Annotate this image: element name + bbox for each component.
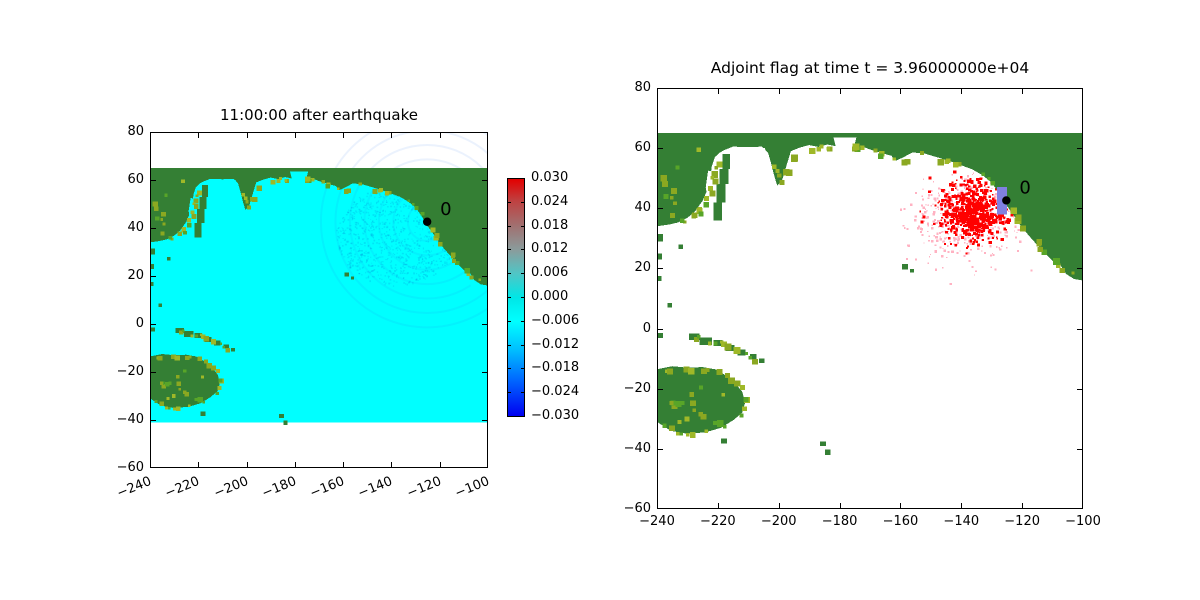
colorbar-tick-label: 0.000 bbox=[531, 289, 569, 304]
axes-frame bbox=[150, 132, 489, 469]
colorbar-tick bbox=[507, 226, 511, 227]
colorbar-tick bbox=[507, 273, 511, 274]
coast-speckles bbox=[152, 176, 482, 412]
left-plot-title: 11:00:00 after earthquake bbox=[220, 106, 418, 124]
colorbar-tick bbox=[521, 226, 525, 227]
y-tick-label: 60 bbox=[127, 172, 144, 187]
colorbar-tick-label: 0.030 bbox=[531, 170, 569, 185]
colorbar-tick bbox=[521, 249, 525, 250]
colorbar-tick bbox=[507, 345, 511, 346]
colorbar-tick bbox=[521, 416, 525, 417]
x-tick-label: −180 bbox=[821, 514, 858, 529]
y-tick-label: 0 bbox=[135, 316, 144, 331]
colorbar-tick-label: 0.018 bbox=[531, 217, 569, 233]
colorbar-tick bbox=[521, 368, 525, 369]
colorbar-tick bbox=[507, 178, 511, 179]
y-tick-label: 80 bbox=[127, 124, 144, 139]
colorbar-tick-label: 0.024 bbox=[531, 193, 569, 209]
colorbar-tick bbox=[507, 202, 511, 203]
colorbar-tick-label: −0.018 bbox=[531, 360, 580, 376]
colorbar-tick bbox=[521, 273, 525, 274]
colorbar-tick bbox=[507, 392, 511, 393]
y-tick-label: −60 bbox=[623, 501, 651, 516]
y-tick-label: 40 bbox=[634, 200, 651, 216]
y-tick-label: 0 bbox=[642, 320, 651, 336]
y-tick-label: 20 bbox=[127, 268, 144, 283]
colorbar-tick bbox=[521, 321, 525, 322]
flagged-region-patch bbox=[996, 187, 1007, 215]
gauge-label: 0 bbox=[440, 199, 451, 220]
colorbar-tick bbox=[507, 368, 511, 369]
gauge-marker bbox=[422, 217, 432, 226]
colorbar-tick bbox=[507, 297, 511, 298]
adjoint-map-svg: 0 bbox=[657, 88, 1084, 510]
adjoint-flag-cloud bbox=[900, 138, 1040, 286]
x-tick-label: −240 bbox=[639, 514, 675, 529]
coast-speckles bbox=[660, 143, 1075, 438]
colorbar-tick-label: −0.030 bbox=[531, 408, 580, 423]
x-tick-label: −100 bbox=[1065, 514, 1101, 529]
land-masses bbox=[657, 133, 1083, 455]
colorbar-tick bbox=[507, 249, 511, 250]
x-tick-label: −220 bbox=[699, 514, 736, 529]
y-tick-label: −20 bbox=[116, 364, 144, 379]
colorbar-tick bbox=[521, 297, 525, 298]
x-tick-label: −200 bbox=[760, 514, 797, 529]
y-tick-label: 80 bbox=[634, 80, 651, 95]
colorbar-tick bbox=[521, 392, 525, 393]
colorbar-tick-label: 0.006 bbox=[531, 265, 569, 281]
y-tick-label: 20 bbox=[634, 260, 651, 276]
y-tick-label: 60 bbox=[634, 140, 651, 156]
x-tick-label: −120 bbox=[1004, 514, 1040, 529]
colorbar-tick bbox=[521, 345, 525, 346]
adjoint-flag-plot: 0 bbox=[657, 88, 1084, 510]
gauge-marker bbox=[1002, 196, 1011, 205]
y-tick-label: 40 bbox=[127, 220, 144, 235]
surface-map-svg: 0 bbox=[150, 115, 535, 469]
y-tick-label: −60 bbox=[116, 460, 144, 475]
y-tick-label: −20 bbox=[623, 380, 651, 396]
colorbar-tick bbox=[521, 202, 525, 203]
colorbar-tick bbox=[521, 178, 525, 179]
colorbar-tick bbox=[507, 416, 511, 417]
gauge-label: 0 bbox=[1019, 177, 1030, 198]
colorbar-tick-label: 0.012 bbox=[531, 241, 569, 257]
colorbar-tick-label: −0.006 bbox=[531, 312, 580, 328]
surface-plot: 0 bbox=[150, 115, 535, 469]
x-tick-label: −140 bbox=[943, 514, 980, 529]
colorbar-tick bbox=[507, 321, 511, 322]
x-tick-label: −160 bbox=[882, 514, 919, 529]
y-tick-label: −40 bbox=[623, 440, 651, 456]
right-plot-title: Adjoint flag at time t = 3.96000000e+04 bbox=[710, 59, 1030, 77]
colorbar-tick-label: −0.024 bbox=[531, 384, 580, 400]
y-tick-label: −40 bbox=[116, 412, 144, 427]
colorbar-tick-label: −0.012 bbox=[531, 336, 580, 352]
